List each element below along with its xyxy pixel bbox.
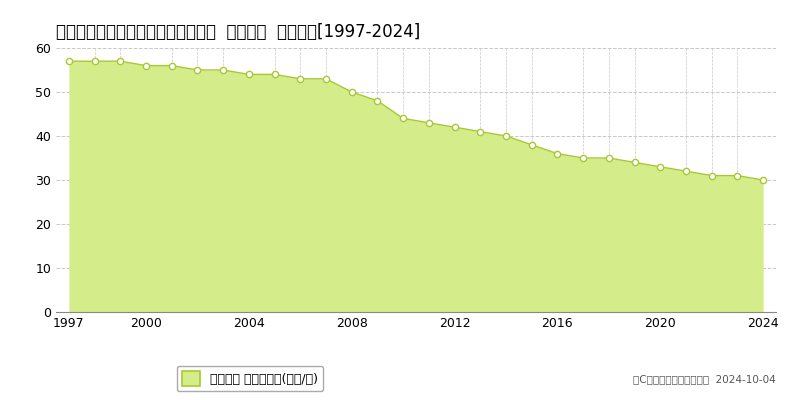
Legend: 基準地価 平均坪単価(万円/坪): 基準地価 平均坪単価(万円/坪) [177,366,323,391]
Text: 鹿児島県鹿児島市三和町４８番１５  基準地価  地価推移[1997-2024]: 鹿児島県鹿児島市三和町４８番１５ 基準地価 地価推移[1997-2024] [56,23,420,41]
Text: （C）土地価格ドットコム  2024-10-04: （C）土地価格ドットコム 2024-10-04 [634,374,776,384]
